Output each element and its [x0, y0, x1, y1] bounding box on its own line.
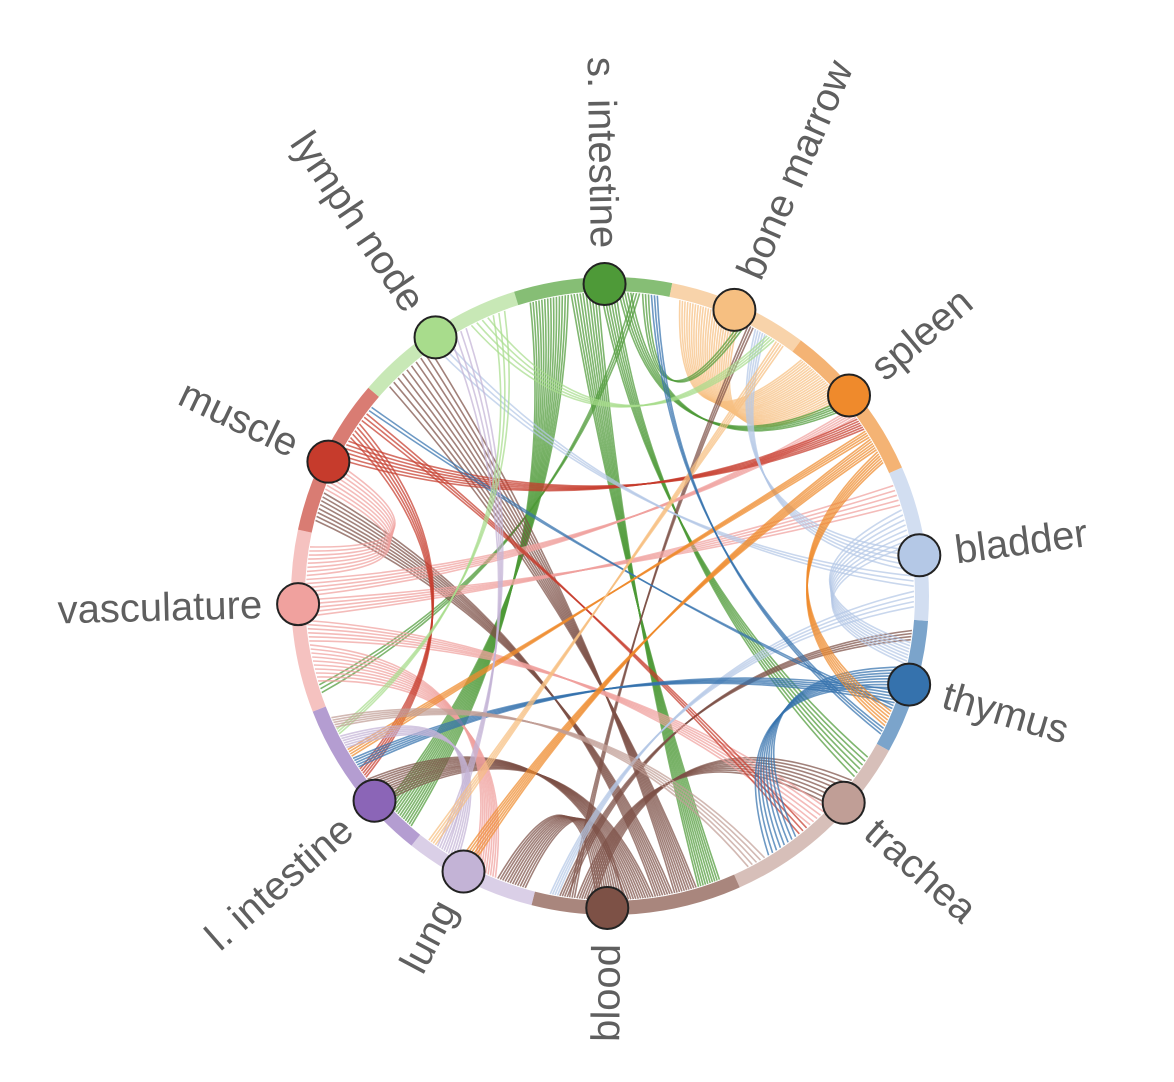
link-strand [424, 353, 678, 893]
ring-segment-trachea [734, 743, 890, 888]
node-bladder[interactable] [897, 533, 942, 578]
node-label-trachea: trachea [856, 810, 986, 932]
node-vasculature[interactable] [276, 582, 321, 627]
link-strand [336, 310, 510, 730]
node-label-spleen: spleen [862, 280, 981, 389]
link-strand [656, 295, 882, 735]
link-spleen-thymus [806, 451, 892, 727]
link-strand [647, 294, 747, 383]
link-blood-lymph-node [388, 350, 697, 894]
link-s-intestine-spleen [618, 291, 850, 432]
ring-segment-l-intestine [312, 706, 421, 846]
link-strand [441, 333, 501, 850]
link-strand [309, 462, 396, 548]
link-strand [386, 294, 569, 804]
link-bladder-lymph-node [434, 339, 914, 587]
link-strand [568, 327, 754, 898]
link-strand [549, 606, 914, 895]
link-strand [306, 484, 894, 618]
link-layer [305, 291, 915, 901]
node-lung[interactable] [441, 849, 486, 894]
node-label-vasculature: vasculature [57, 583, 263, 632]
link-strand [337, 312, 506, 733]
node-label-muscle: muscle [172, 372, 305, 466]
node-spleen[interactable] [827, 373, 872, 418]
link-strand [347, 436, 870, 751]
node-label-bladder: bladder [952, 511, 1090, 572]
link-vasculature-bladder [305, 484, 901, 618]
link-strand [388, 386, 697, 888]
node-thymus[interactable] [887, 662, 932, 707]
node-label-blood: blood [584, 944, 629, 1042]
link-strand [444, 339, 914, 587]
link-strand [331, 708, 749, 868]
node-label-l-intestine: l. intestine [197, 808, 362, 959]
link-strand [831, 544, 910, 665]
link-thymus-s-intestine [650, 294, 885, 735]
link-strand [338, 315, 502, 735]
link-blood-bone-marrow [568, 324, 754, 899]
link-strand [428, 345, 784, 841]
link-lung-lymph-node [436, 327, 504, 852]
node-label-thymus: thymus [937, 674, 1073, 753]
link-bone-marrow-lung [428, 341, 784, 846]
link-lymph-node-l-intestine [336, 310, 510, 735]
link-blood-thymus [559, 629, 913, 898]
node-l-intestine[interactable] [352, 778, 397, 823]
node-layer [276, 262, 942, 930]
node-label-lung: lung [392, 893, 466, 980]
link-bladder-thymus [828, 509, 911, 665]
node-label-bone-marrow: bone marrow [729, 54, 862, 286]
link-strand [806, 461, 886, 727]
link-strand [438, 330, 503, 849]
link-s-intestine-bone-marrow [641, 293, 747, 383]
link-thymus-trachea [754, 666, 906, 856]
link-strand [436, 327, 504, 847]
link-spleen-lung [459, 438, 877, 868]
node-muscle[interactable] [306, 439, 351, 484]
link-strand [429, 350, 676, 894]
link-s-intestine-l-intestine [386, 294, 569, 827]
link-trachea-l-intestine [331, 708, 766, 868]
link-strand [318, 293, 641, 686]
link-s-intestine-blood [570, 292, 721, 887]
link-strand [459, 449, 877, 861]
link-strand [629, 292, 850, 432]
node-lymph-node[interactable] [413, 315, 458, 360]
node-blood[interactable] [585, 885, 630, 930]
node-s-intestine[interactable] [582, 262, 627, 307]
ring-segment-blood [531, 874, 740, 915]
node-trachea[interactable] [821, 780, 866, 825]
node-label-s-intestine: s. intestine [579, 57, 626, 249]
link-bladder-blood [549, 590, 915, 896]
node-label-lymph-node: lymph node [282, 124, 434, 320]
link-strand [420, 357, 681, 893]
link-strand [615, 291, 856, 778]
link-strand [443, 337, 500, 852]
link-vasculature-muscle [306, 462, 396, 577]
node-bone-marrow[interactable] [712, 287, 757, 332]
link-strand [415, 361, 683, 892]
link-strand [487, 317, 775, 407]
link-strand [828, 509, 911, 644]
link-strand [306, 412, 854, 589]
link-strand [410, 365, 686, 892]
